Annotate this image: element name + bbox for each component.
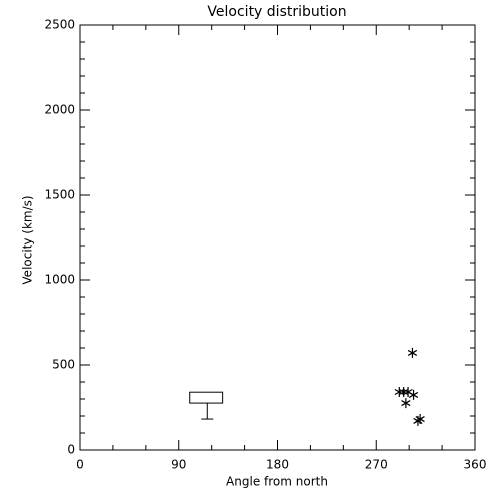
x-tick-label: 180: [266, 458, 289, 472]
chart-title: Velocity distribution: [207, 4, 346, 20]
y-tick-label: 1500: [44, 188, 75, 202]
y-tick-label: 0: [67, 443, 75, 457]
x-tick-label: 0: [76, 458, 84, 472]
x-axis-label: Angle from north: [226, 475, 328, 489]
star-point: [403, 387, 413, 398]
star-point: [399, 387, 409, 398]
star-point: [415, 414, 425, 425]
x-tick-label: 90: [171, 458, 186, 472]
y-axis-label: Velocity (km/s): [21, 195, 35, 284]
star-point: [401, 398, 411, 409]
y-tick-label: 500: [52, 358, 75, 372]
box: [189, 391, 224, 404]
star-point: [394, 387, 404, 398]
y-tick-label: 1000: [44, 273, 75, 287]
star-point: [407, 347, 418, 358]
plot-frame: [79, 24, 476, 451]
y-tick-label: 2000: [44, 103, 75, 117]
y-tick-label: 2500: [44, 18, 75, 32]
star-point: [408, 389, 419, 400]
x-tick-label: 360: [464, 458, 487, 472]
x-tick-label: 270: [365, 458, 388, 472]
